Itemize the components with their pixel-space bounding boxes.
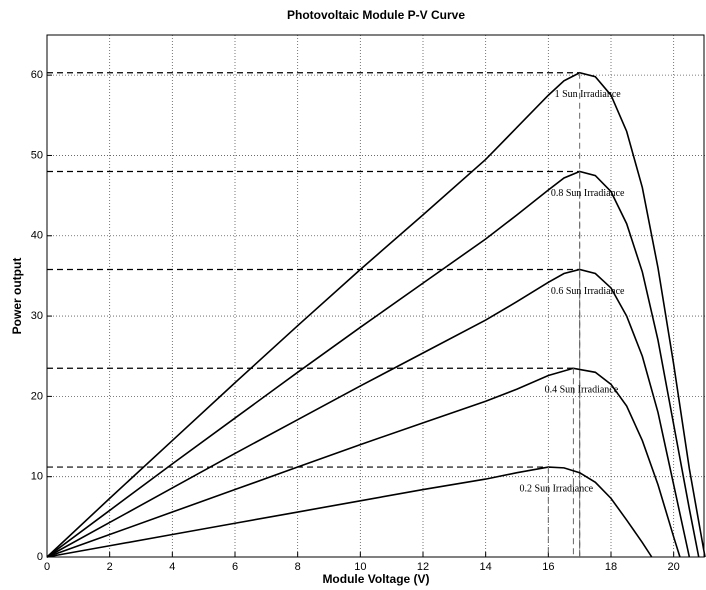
x-tick-label: 14: [480, 561, 492, 573]
y-axis-label: Power output: [10, 258, 24, 335]
series-line: [46, 367, 681, 558]
series-annotation: 0.6 Sun Irradiance: [551, 286, 625, 297]
series-annotation: 0.2 Sun Irradiance: [520, 483, 594, 494]
x-tick-label: 12: [417, 561, 429, 573]
series-annotation: 1 Sun Irradiance: [555, 89, 622, 100]
x-tick-label: 18: [605, 561, 617, 573]
y-tick-label: 40: [31, 230, 43, 242]
chart-title: Photovoltaic Module P-V Curve: [287, 8, 465, 22]
x-tick-label: 8: [295, 561, 301, 573]
x-tick-label: 2: [107, 561, 113, 573]
y-tick-label: 0: [37, 551, 43, 563]
y-tick-label: 50: [31, 149, 43, 161]
series-annotation: 0.4 Sun Irradiance: [545, 385, 619, 396]
series-line: [46, 466, 653, 558]
x-tick-label: 4: [169, 561, 175, 573]
x-tick-label: 20: [668, 561, 680, 573]
y-tick-label: 60: [31, 69, 43, 81]
y-tick-label: 30: [31, 310, 43, 322]
x-tick-label: 0: [44, 561, 50, 573]
y-tick-label: 20: [31, 390, 43, 402]
plot-frame: [46, 34, 705, 558]
x-tick-label: 16: [542, 561, 554, 573]
x-tick-label: 6: [232, 561, 238, 573]
x-axis-label: Module Voltage (V): [322, 572, 429, 586]
series-line: [46, 170, 700, 558]
y-tick-label: 10: [31, 471, 43, 483]
series-annotation: 0.8 Sun Irradiance: [551, 188, 625, 199]
series-line: [46, 268, 691, 558]
x-tick-label: 10: [354, 561, 366, 573]
series-line: [46, 71, 706, 558]
